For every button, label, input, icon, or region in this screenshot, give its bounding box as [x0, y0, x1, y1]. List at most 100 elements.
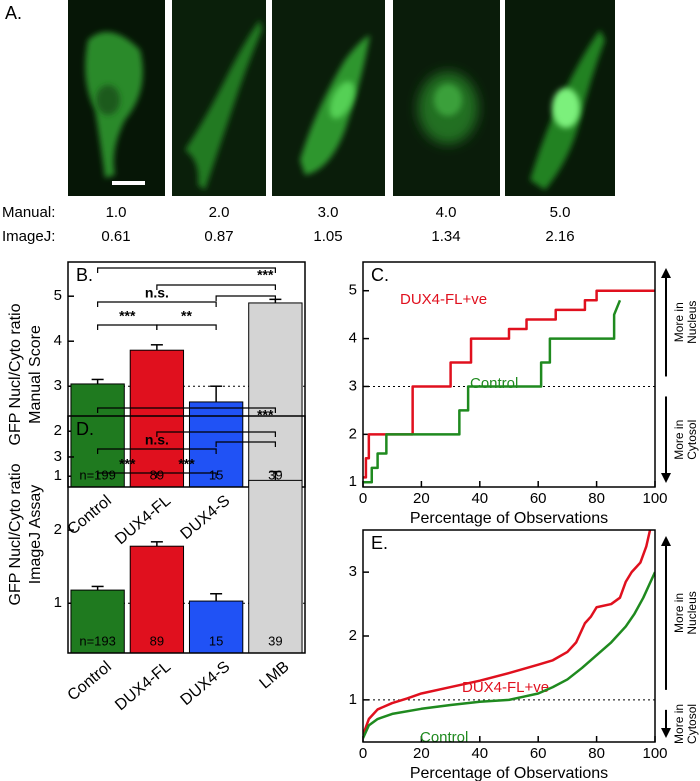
micrograph	[505, 0, 615, 196]
row-label: ImageJ:	[2, 228, 55, 245]
row-value: 1.34	[431, 228, 460, 245]
x-tick-label: 60	[530, 745, 547, 762]
series-label: Control	[420, 729, 468, 746]
count-label: 89	[150, 633, 164, 648]
x-tick-label: 100	[642, 490, 667, 507]
row-value: 3.0	[318, 204, 339, 221]
plot-frame	[362, 529, 656, 743]
significance-label: ***	[257, 407, 274, 423]
chart: 1 2 3 E. 0 20 40 60 80 100 Percentage of Observati…	[349, 529, 699, 781]
significance-label: ***	[119, 308, 136, 324]
significance-bracket	[97, 267, 276, 273]
y-axis-label: Manual Score	[27, 325, 44, 424]
row-label: Manual:	[2, 204, 55, 221]
row-value: 2.16	[545, 228, 574, 245]
y-tick-label: 2	[349, 425, 357, 442]
micrograph	[393, 0, 500, 196]
y-tick-label: 1	[54, 467, 62, 484]
x-tick-label: DUX4-FL	[112, 658, 174, 714]
row-value: 1.0	[106, 204, 127, 221]
side-label: More in	[672, 593, 686, 633]
x-tick-label: DUX4-FL	[112, 492, 174, 548]
y-axis-label: ImageJ Assay	[27, 485, 44, 585]
row-value: 0.61	[101, 228, 130, 245]
y-tick-label: 5	[54, 287, 62, 304]
series-label: DUX4-FL+ve	[400, 291, 487, 308]
series-line	[363, 571, 655, 739]
plot-frame	[67, 261, 306, 488]
x-tick-label: 20	[413, 745, 430, 762]
significance-bracket	[215, 295, 276, 301]
x-tick-label: 0	[359, 490, 367, 507]
significance-bracket	[156, 324, 217, 330]
side-arrowhead	[661, 268, 671, 278]
y-tick-label: 5	[349, 282, 357, 299]
significance-label: n.s.	[145, 432, 169, 448]
x-tick-label: 40	[471, 745, 488, 762]
y-tick-label: 3	[349, 377, 357, 394]
x-axis-label: Percentage of Observations	[410, 765, 608, 781]
significance-label: **	[181, 308, 192, 324]
significance-label: ***	[257, 267, 274, 283]
micrograph	[68, 0, 165, 196]
plot-frame	[362, 261, 656, 488]
count-label: n=193	[79, 633, 116, 648]
significance-bracket	[97, 407, 276, 413]
count-label: 15	[209, 633, 223, 648]
micrographs	[68, 0, 615, 196]
y-tick-label: 1	[349, 473, 357, 490]
y-axis-label: GFP Nucl/Cyto ratio	[7, 303, 24, 445]
x-axis-label: Percentage of Observations	[410, 510, 608, 527]
series-label: DUX4-FL+ve	[462, 679, 549, 696]
y-tick-label: 4	[349, 330, 357, 347]
side-label: Cytosol	[685, 704, 699, 744]
side-label: More in	[672, 420, 686, 460]
x-tick-label: 60	[530, 490, 547, 507]
row-value: 4.0	[436, 204, 457, 221]
bar	[188, 600, 244, 654]
y-tick-label: 2	[54, 521, 62, 538]
row-value: 1.05	[313, 228, 342, 245]
y-tick-label: 2	[54, 422, 62, 439]
bar	[70, 383, 125, 488]
side-label: Nucleus	[685, 591, 699, 634]
count-label: 39	[268, 633, 282, 648]
row-value: 0.87	[204, 228, 233, 245]
significance-bracket	[215, 441, 276, 447]
side-label: Cytosol	[685, 420, 699, 460]
significance-label: n.s.	[145, 285, 169, 301]
significance-bracket	[97, 324, 158, 330]
y-tick-label: 2	[349, 627, 357, 644]
x-tick-label: Control	[64, 492, 114, 538]
row-value: 2.0	[209, 204, 230, 221]
y-axis-label: GFP Nucl/Cyto ratio	[7, 463, 24, 605]
panel-label: A.	[5, 3, 22, 23]
x-tick-label: 0	[359, 745, 367, 762]
x-tick-label: 40	[471, 490, 488, 507]
significance-bracket	[156, 472, 217, 478]
bar	[129, 545, 185, 654]
panel-label: E.	[371, 533, 388, 553]
plot-frame	[67, 415, 306, 654]
micrograph	[272, 0, 385, 196]
panel-label: D.	[76, 419, 94, 439]
x-tick-label: 80	[588, 745, 605, 762]
side-arrowhead	[661, 473, 671, 483]
bar	[248, 302, 303, 488]
series-label: Control	[470, 375, 518, 392]
side-arrowhead	[661, 536, 671, 546]
significance-bracket	[97, 301, 217, 307]
panel-label: B.	[76, 265, 93, 285]
y-tick-label: 1	[349, 691, 357, 708]
side-label: More in	[672, 302, 686, 342]
bar	[70, 589, 125, 654]
significance-bracket	[156, 431, 276, 437]
y-tick-label: 4	[54, 332, 62, 349]
x-tick-label: DUX4-S	[178, 492, 234, 543]
row-value: 5.0	[550, 204, 571, 221]
y-tick-label: 3	[54, 377, 62, 394]
side-arrowhead	[661, 728, 671, 738]
series-line	[363, 530, 652, 736]
chart: 1 2 3 4 5 C. 0 20 40 60 80 100 Percentage of Observa…	[349, 261, 699, 527]
